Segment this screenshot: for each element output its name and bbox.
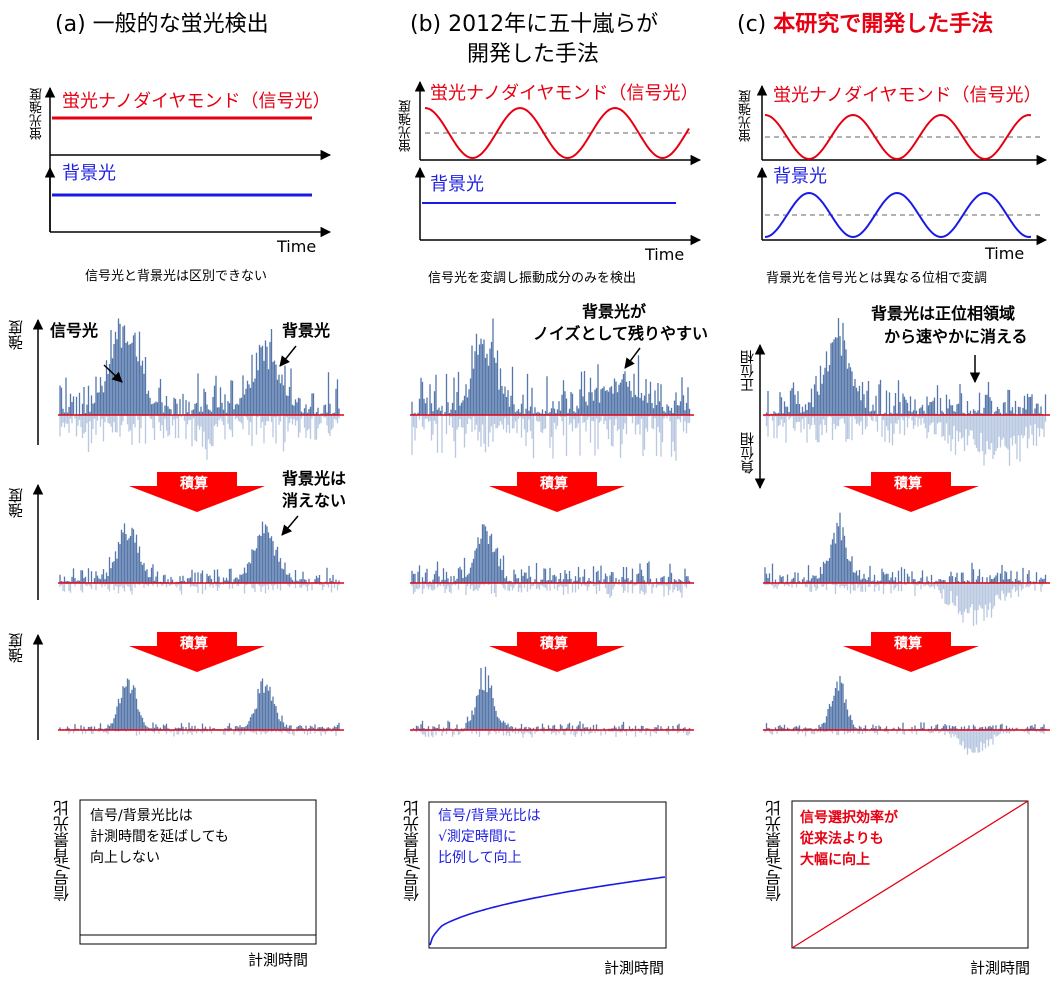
ratio-line-c bbox=[791, 800, 1029, 949]
background-label-b: 背景光 bbox=[430, 174, 484, 195]
trace-a3-positive bbox=[59, 678, 340, 730]
trace-c2-positive bbox=[764, 512, 1047, 583]
header-b-line2: 開発した手法 bbox=[467, 42, 600, 67]
background-label-a: 背景光 bbox=[62, 163, 116, 184]
trace-c2-negative bbox=[764, 583, 1045, 626]
bottom-xlabel-c: 計測時間 bbox=[970, 959, 1031, 977]
trace-c3-positive bbox=[764, 675, 1047, 730]
bottom-xlabel-a: 計測時間 bbox=[248, 951, 309, 969]
caption-c: 背景光を信号光とは異なる位相で変調 bbox=[766, 271, 988, 286]
bottom-text-b-1: 信号/背景光比は bbox=[438, 808, 541, 824]
trace-b2-positive bbox=[411, 524, 691, 583]
middle-ylabel-1: 強度 bbox=[7, 320, 25, 350]
signal-annotation-a: 信号光 bbox=[50, 321, 99, 340]
bottom-ylabel-b: 信号/背景光比 bbox=[403, 800, 422, 902]
trace-a3-negative bbox=[59, 730, 340, 737]
signal-label-b: 蛍光ナノダイヤモンド（信号光） bbox=[430, 83, 699, 104]
bottom-text-a-1: 信号/背景光比は bbox=[90, 808, 193, 824]
background-note-b-line1: 背景光が bbox=[582, 302, 647, 321]
ratio-curve-b bbox=[429, 876, 666, 946]
header-c-prefix: (c) bbox=[737, 12, 774, 37]
header-a: (a) 一般的な蛍光検出 bbox=[55, 12, 269, 37]
integrate-arrow-c1 bbox=[843, 472, 979, 512]
top-ylabel-b: 蛍光強度 bbox=[399, 100, 414, 152]
annotation-arrow-note-b bbox=[624, 347, 641, 369]
trace-b2-negative bbox=[411, 583, 691, 598]
bottom-text-a-2: 計測時間を延ばしても bbox=[90, 829, 229, 845]
background-note-a-line2: 消えない bbox=[282, 491, 347, 510]
annotation-arrow-background-a bbox=[279, 345, 297, 367]
bottom-ylabel-c: 信号/背景光比 bbox=[765, 800, 784, 902]
background-note-c-line1: 背景光は正位相領域 bbox=[871, 304, 1016, 323]
integrate-label-b1: 積算 bbox=[540, 476, 568, 492]
top-ylabel-a: 蛍光強度 bbox=[30, 88, 45, 140]
background-note-b-line2: ノイズとして残りやすい bbox=[533, 324, 709, 343]
signal-wave-c bbox=[764, 113, 1032, 161]
integrate-arrow-a1 bbox=[129, 472, 265, 512]
header-c: (c) 本研究で開発した手法 bbox=[737, 12, 993, 37]
time-label-a: Time bbox=[277, 237, 317, 256]
time-label-b: Time bbox=[645, 245, 685, 264]
caption-a: 信号光と背景光は区別できない bbox=[85, 269, 268, 284]
background-annotation-a: 背景光 bbox=[282, 321, 331, 340]
bottom-text-b-2: √測定時間に bbox=[438, 829, 517, 845]
integrate-label-b2: 積算 bbox=[540, 636, 568, 652]
top-ylabel-c: 蛍光強度 bbox=[739, 90, 754, 142]
ratio-box-a bbox=[79, 799, 317, 945]
bottom-text-c-2: 従来法よりも bbox=[800, 831, 884, 847]
bottom-text-c-1: 信号選択効率が bbox=[800, 810, 898, 826]
trace-c3-negative bbox=[764, 730, 1047, 755]
middle-ylabel-3: 強度 bbox=[7, 633, 25, 663]
signal-wave-b bbox=[424, 106, 690, 160]
integrate-arrow-c2 bbox=[843, 632, 979, 672]
annotation-arrow-signal-a bbox=[103, 364, 123, 383]
positive-phase-label: 正位相 bbox=[740, 350, 756, 392]
integrate-label-c1: 積算 bbox=[894, 476, 922, 492]
integrate-arrow-a2 bbox=[129, 632, 265, 672]
trace-b3-positive bbox=[411, 666, 691, 730]
trace-b1-positive bbox=[411, 318, 691, 415]
bottom-ylabel-a: 信号/背景光比 bbox=[53, 800, 72, 902]
bottom-text-a-3: 向上しない bbox=[90, 850, 160, 866]
caption-b: 信号光を変調し振動成分のみを検出 bbox=[428, 271, 637, 286]
integrate-arrow-b2 bbox=[489, 632, 625, 672]
ratio-box-b bbox=[428, 801, 667, 949]
bottom-xlabel-b: 計測時間 bbox=[604, 959, 665, 977]
signal-label-c: 蛍光ナノダイヤモンド（信号光） bbox=[773, 85, 1042, 106]
integrate-label-c2: 積算 bbox=[894, 636, 922, 652]
signal-label-a: 蛍光ナノダイヤモンド（信号光） bbox=[62, 91, 331, 112]
header-b-line1: (b) 2012年に五十嵐らが bbox=[410, 12, 659, 37]
trace-b3-negative bbox=[411, 730, 691, 738]
integrate-arrow-b1 bbox=[489, 472, 625, 512]
trace-c1-negative bbox=[764, 415, 1047, 466]
integrate-label-a2: 積算 bbox=[180, 636, 208, 652]
time-label-c: Time bbox=[985, 244, 1025, 263]
bottom-text-c-3: 大幅に向上 bbox=[800, 852, 870, 868]
trace-a2-negative bbox=[59, 583, 340, 595]
trace-a2-positive bbox=[59, 521, 340, 583]
middle-ylabel-2: 強度 bbox=[7, 488, 25, 518]
trace-b1-negative bbox=[411, 415, 691, 461]
annotation-arrow-note-a bbox=[281, 515, 299, 536]
background-wave-c bbox=[764, 191, 1032, 239]
integrate-label-a1: 積算 bbox=[180, 476, 208, 492]
header-c-highlight: 本研究で開発した手法 bbox=[773, 12, 994, 37]
background-note-a-line1: 背景光は bbox=[282, 469, 347, 488]
background-note-c-line2: から速やかに消える bbox=[884, 327, 1028, 346]
trace-a1-negative bbox=[59, 415, 340, 460]
negative-phase-label: 負位相 bbox=[740, 432, 756, 474]
bottom-text-b-3: 比例して向上 bbox=[438, 850, 522, 866]
background-label-c: 背景光 bbox=[773, 166, 827, 187]
